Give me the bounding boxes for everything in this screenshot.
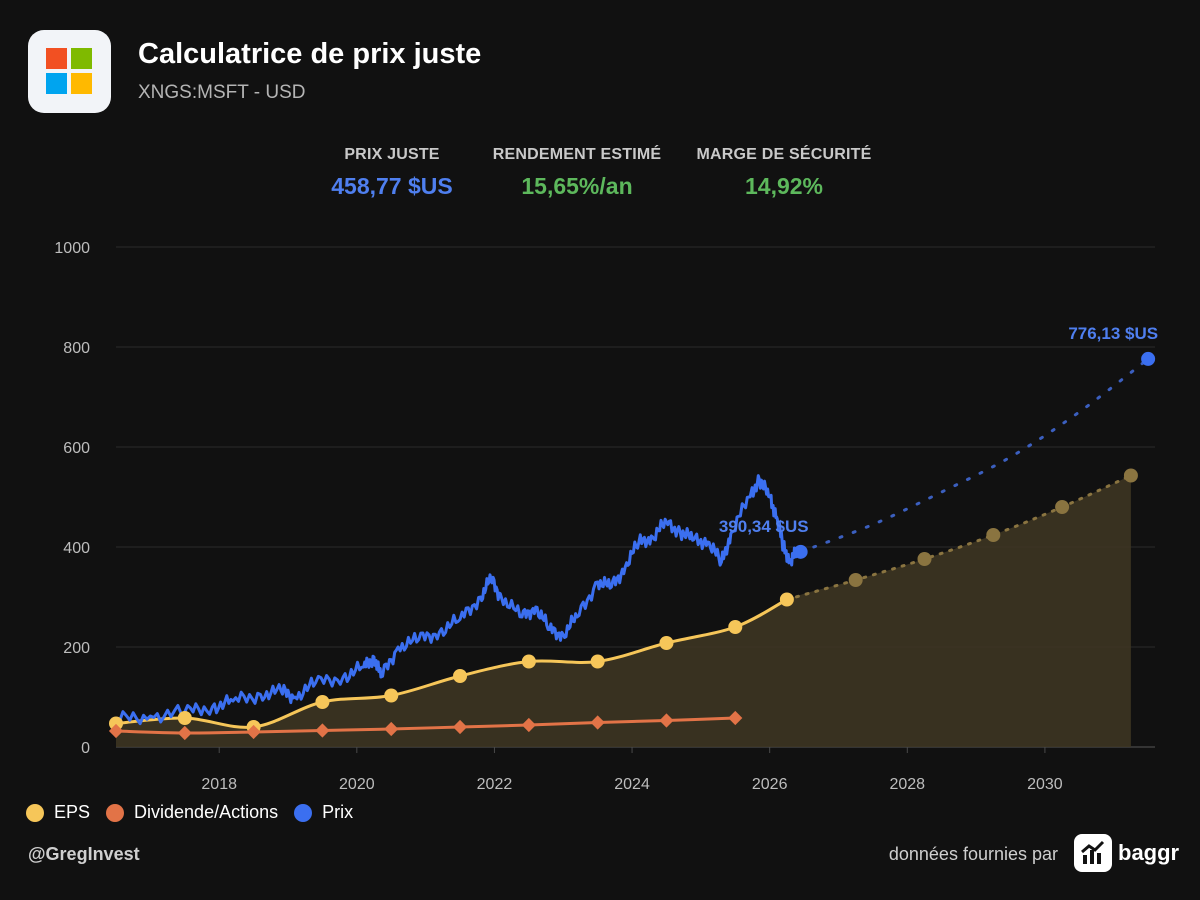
chart-legend: EPS Dividende/Actions Prix (26, 802, 369, 823)
price-projection-end-point (1141, 351, 1156, 366)
dividend-line (115, 716, 736, 735)
y-tick-label: 1000 (54, 240, 90, 257)
metric-value: 14,92% (744, 173, 823, 199)
eps-projection-point (848, 573, 863, 587)
logo-square-red (46, 48, 67, 69)
eps-point (728, 620, 743, 634)
microsoft-logo (28, 30, 111, 113)
eps-point (315, 695, 330, 709)
price-line (115, 474, 799, 726)
x-tick-label: 2030 (1027, 776, 1063, 793)
page-title: Calculatrice de prix juste (138, 38, 482, 70)
eps-point (109, 716, 123, 731)
dividend-point (452, 719, 468, 735)
y-tick-label: 800 (63, 340, 90, 357)
metric-fair-price: PRIX JUSTE 458,77 $US (282, 146, 502, 200)
baggr-logo[interactable] (1074, 834, 1112, 872)
x-tick-label: 2022 (477, 776, 513, 793)
x-tick-label: 2024 (614, 776, 650, 793)
x-tick-label: 2028 (889, 776, 925, 793)
metric-label: PRIX JUSTE (344, 146, 440, 163)
price-last-point (793, 544, 808, 559)
legend-eps-dot (26, 803, 44, 822)
x-tick-label: 2020 (339, 776, 375, 793)
price-last-label: 390,34 $US (719, 517, 809, 536)
logo-square-blue (46, 73, 67, 94)
metric-label: RENDEMENT ESTIMÉ (492, 146, 662, 163)
baggr-brand: baggr (1118, 840, 1180, 865)
eps-point (590, 654, 605, 669)
dividend-point (659, 713, 674, 728)
eps-area-fill (116, 475, 1131, 747)
logo-square-yellow (71, 73, 92, 94)
dividend-point (590, 715, 605, 730)
price-projection-label: 776,13 $US (1068, 324, 1158, 343)
dividend-point (384, 721, 399, 737)
y-tick-label: 400 (63, 540, 90, 557)
author-handle: @GregInvest (28, 844, 140, 864)
metric-estimated-return: RENDEMENT ESTIMÉ 15,65%/an (467, 146, 687, 200)
metric-value: 458,77 $US (331, 173, 453, 199)
eps-point (177, 711, 192, 725)
dividend-point (246, 724, 261, 740)
eps-point (659, 636, 674, 650)
legend-label: Dividende/Actions (134, 802, 279, 822)
eps-point (521, 654, 536, 669)
dividend-point (521, 717, 536, 733)
metric-safety-margin: MARGE DE SÉCURITÉ 14,92% (674, 146, 894, 200)
y-tick-label: 0 (81, 740, 90, 757)
legend-label: Prix (322, 802, 354, 822)
ticker-subtitle: XNGS:MSFT - USD (138, 82, 306, 103)
bar-chart-icon (1081, 840, 1105, 864)
y-tick-label: 200 (63, 640, 90, 657)
dividend-point (177, 725, 192, 741)
legend-item-eps[interactable]: EPS (26, 802, 90, 823)
logo-square-green (71, 48, 92, 69)
dividend-point (315, 723, 330, 738)
eps-projection-point (1123, 468, 1138, 483)
legend-item-dividend[interactable]: Dividende/Actions (106, 802, 278, 823)
legend-label: EPS (54, 802, 91, 822)
data-credit: données fournies par (888, 844, 1058, 864)
price-projection-line (799, 357, 1150, 554)
metric-value: 15,65%/an (521, 173, 633, 199)
eps-point (779, 592, 794, 607)
legend-dividend-dot (106, 803, 125, 822)
dividend-point (728, 710, 743, 726)
eps-point (384, 688, 399, 703)
x-tick-label: 2026 (752, 776, 788, 793)
y-tick-label: 600 (63, 440, 90, 457)
metric-label: MARGE DE SÉCURITÉ (696, 146, 872, 163)
eps-point (453, 669, 468, 683)
eps-projection-line (785, 474, 1133, 601)
x-tick-label: 2018 (201, 776, 237, 793)
eps-projection-point (986, 528, 1001, 542)
eps-projection-point (1055, 500, 1070, 514)
dividend-point (108, 723, 124, 739)
legend-item-price[interactable]: Prix (294, 802, 353, 823)
eps-projection-point (917, 552, 932, 566)
legend-price-dot (294, 803, 313, 822)
